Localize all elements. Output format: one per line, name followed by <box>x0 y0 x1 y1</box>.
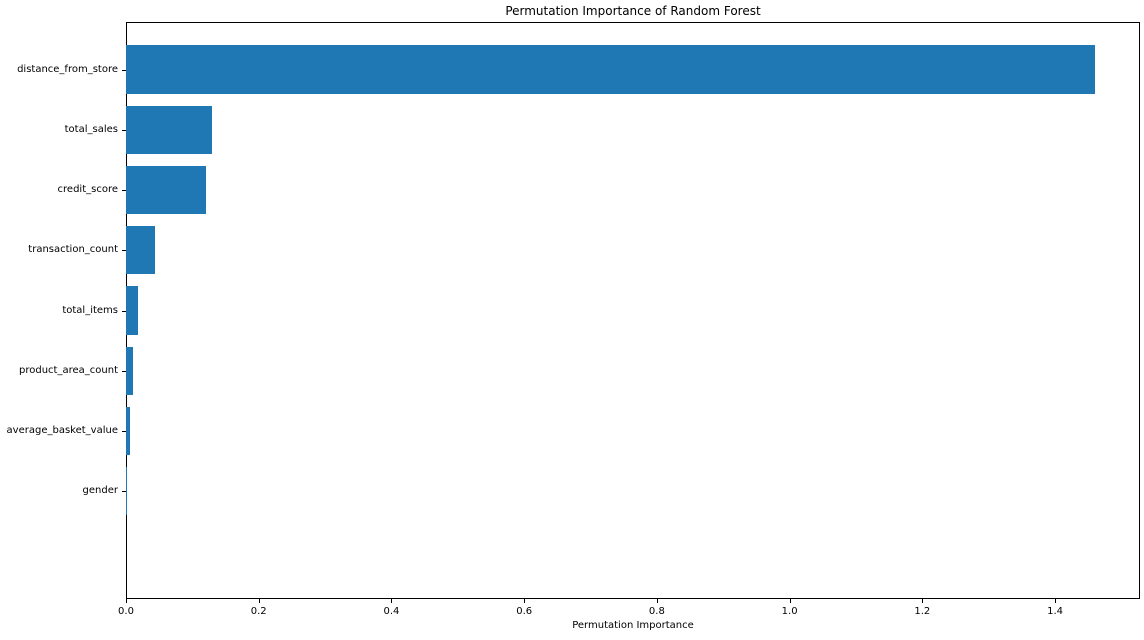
x-tick-label-0.2: 0.2 <box>250 606 267 617</box>
y-tick-gender <box>122 491 126 493</box>
y-tick-distance_from_store <box>122 69 126 71</box>
bar-credit_score <box>126 165 206 215</box>
plot-area <box>126 22 1140 599</box>
x-tick-label-0.0: 0.0 <box>118 606 134 617</box>
y-tick-label-distance_from_store: distance_from_store <box>17 63 118 75</box>
x-tick-1.0 <box>789 599 791 603</box>
y-tick-label-total_items: total_items <box>62 304 118 316</box>
y-tick-label-total_sales: total_sales <box>64 123 118 135</box>
y-tick-total_items <box>122 310 126 312</box>
x-tick-0.2 <box>258 599 260 603</box>
x-tick-label-0.6: 0.6 <box>516 606 533 617</box>
y-tick-label-credit_score: credit_score <box>57 184 118 196</box>
y-tick-label-gender: gender <box>82 485 118 497</box>
y-tick-label-transaction_count: transaction_count <box>28 244 118 256</box>
y-tick-total_sales <box>122 129 126 131</box>
chart-title: Permutation Importance of Random Forest <box>505 4 761 18</box>
x-tick-0.0 <box>126 599 127 603</box>
y-tick-label-average_basket_value: average_basket_value <box>6 424 118 436</box>
bar-transaction_count <box>126 226 156 275</box>
bar-gender <box>126 467 127 516</box>
x-tick-0.8 <box>656 599 658 603</box>
y-tick-average_basket_value <box>122 430 126 432</box>
x-tick-label-1.4: 1.4 <box>1047 606 1063 617</box>
y-tick-label-product_area_count: product_area_count <box>19 364 118 376</box>
bar-total_sales <box>126 105 213 154</box>
bar-average_basket_value <box>126 406 130 456</box>
x-tick-0.6 <box>524 599 526 603</box>
x-tick-1.2 <box>922 599 924 603</box>
y-tick-credit_score <box>122 190 126 192</box>
x-axis-label: Permutation Importance <box>572 620 694 631</box>
x-tick-label-1.0: 1.0 <box>781 606 798 617</box>
x-tick-1.4 <box>1055 599 1057 603</box>
x-tick-0.4 <box>391 599 393 603</box>
bar-product_area_count <box>126 346 134 395</box>
y-tick-product_area_count <box>122 370 126 372</box>
x-tick-label-0.4: 0.4 <box>383 606 400 617</box>
x-tick-label-1.2: 1.2 <box>914 606 931 617</box>
x-tick-label-0.8: 0.8 <box>648 606 665 617</box>
bar-distance_from_store <box>126 45 1095 94</box>
y-tick-transaction_count <box>122 250 126 252</box>
bar-total_items <box>126 286 138 335</box>
